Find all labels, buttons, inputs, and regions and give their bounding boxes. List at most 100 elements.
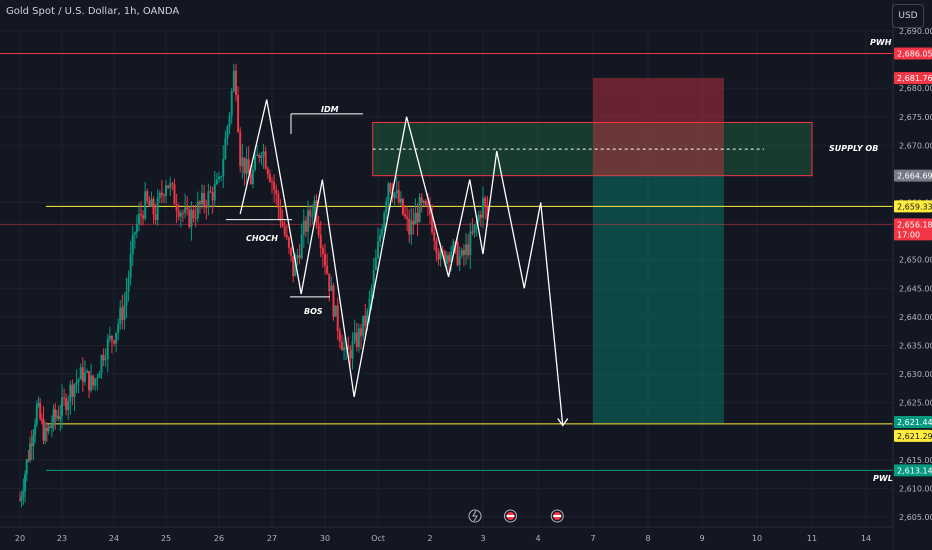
projection-zigzag — [239, 99, 564, 426]
candle-body — [123, 305, 126, 320]
candle-body — [119, 307, 122, 324]
candle-body — [309, 210, 312, 216]
candle-body — [146, 191, 149, 201]
candle-body — [326, 265, 329, 274]
level-2659-tag — [894, 200, 932, 213]
x-tick-label: 9 — [699, 534, 704, 543]
candle-body — [285, 234, 288, 238]
candle-body — [55, 416, 58, 418]
candle-body — [460, 250, 463, 256]
candle-body — [226, 126, 229, 139]
candle-body — [75, 381, 78, 385]
candle-body — [241, 157, 244, 167]
x-tick-label: 10 — [752, 534, 762, 543]
candle-body — [381, 228, 384, 236]
candle-body — [302, 220, 305, 235]
pwl-tag-label: 2,613.146 — [897, 466, 932, 475]
candle-body — [332, 285, 335, 317]
candle-body — [277, 194, 280, 208]
candle-body — [173, 184, 176, 205]
x-tick-label: 27 — [267, 534, 277, 543]
candle-body — [102, 355, 105, 361]
candle-body — [158, 192, 161, 198]
candle-body — [450, 251, 453, 262]
candle-body — [92, 375, 95, 386]
x-tick-label: 25 — [161, 534, 171, 543]
candle-body — [179, 212, 182, 217]
candle-body — [113, 340, 115, 344]
candle-body — [167, 185, 170, 189]
candle-body — [448, 255, 451, 262]
candle-body — [106, 338, 109, 359]
candle-body — [35, 404, 38, 425]
x-tick-label: 7 — [590, 534, 595, 543]
bos-label: BOS — [304, 307, 323, 316]
candle-body — [353, 332, 356, 341]
candle-body — [251, 169, 254, 185]
candle-body — [30, 443, 33, 447]
candle-body — [412, 220, 415, 225]
candle-body — [349, 349, 352, 359]
level-2659-tag-label: 2,659.338 — [897, 202, 932, 211]
level-2664-tag — [894, 169, 932, 182]
candle-body — [150, 198, 153, 207]
flag-stripe — [506, 515, 515, 517]
candle-body — [399, 198, 402, 203]
candle-body — [90, 375, 93, 391]
currency-button[interactable]: USD — [892, 4, 924, 28]
x-tick-label: 8 — [645, 534, 650, 543]
idm-label: IDM — [321, 105, 339, 114]
y-tick-label: 2,670.000 — [899, 141, 932, 150]
level-2681-tag — [894, 72, 932, 85]
candle-body — [245, 159, 248, 174]
pwh-label: PWH — [870, 38, 892, 47]
candle-body — [374, 257, 377, 270]
candle-body — [57, 416, 60, 419]
candle-body — [484, 197, 487, 208]
x-tick-label: 4 — [535, 534, 540, 543]
candle-body — [127, 277, 130, 292]
candle-body — [27, 459, 30, 461]
chart-title: Gold Spot / U.S. Dollar, 1h, OANDA — [6, 6, 180, 17]
candle-body — [65, 398, 68, 411]
candle-body — [232, 70, 235, 92]
candle-body — [125, 291, 128, 306]
candle-body — [230, 91, 233, 116]
candle-body — [377, 241, 379, 258]
candle-body — [40, 418, 43, 420]
level-2621-yellow-tag — [894, 429, 932, 442]
candle-body — [137, 213, 140, 225]
candle-body — [287, 237, 290, 248]
candle-body — [171, 183, 174, 185]
candle-body — [177, 211, 180, 217]
candle-body — [387, 183, 390, 201]
candle-body — [201, 193, 204, 205]
candle-body — [188, 209, 191, 227]
y-tick-label: 2,645.000 — [899, 284, 932, 293]
candle-body — [364, 315, 367, 326]
candle-body — [477, 214, 480, 222]
y-tick-label: 2,680.000 — [899, 84, 932, 93]
arrow-head-icon — [557, 418, 569, 427]
candle-body — [110, 335, 113, 341]
x-axis-background — [0, 527, 893, 550]
candle-body — [465, 244, 468, 255]
y-tick-label: 2,690.000 — [899, 27, 932, 36]
candle-body — [475, 221, 478, 225]
candle-body — [184, 207, 187, 214]
candle-body — [385, 200, 388, 213]
candle-body — [355, 332, 358, 348]
x-tick-label: 24 — [109, 534, 119, 543]
candle-body — [471, 231, 474, 233]
y-tick-label: 2,640.000 — [899, 313, 932, 322]
candle-body — [347, 346, 350, 350]
candle-body — [218, 176, 220, 180]
candle-body — [71, 384, 74, 397]
candle-body — [473, 224, 476, 233]
candle-body — [456, 242, 459, 265]
candle-body — [260, 155, 263, 159]
candle-body — [437, 252, 440, 260]
candle-body — [243, 157, 246, 174]
